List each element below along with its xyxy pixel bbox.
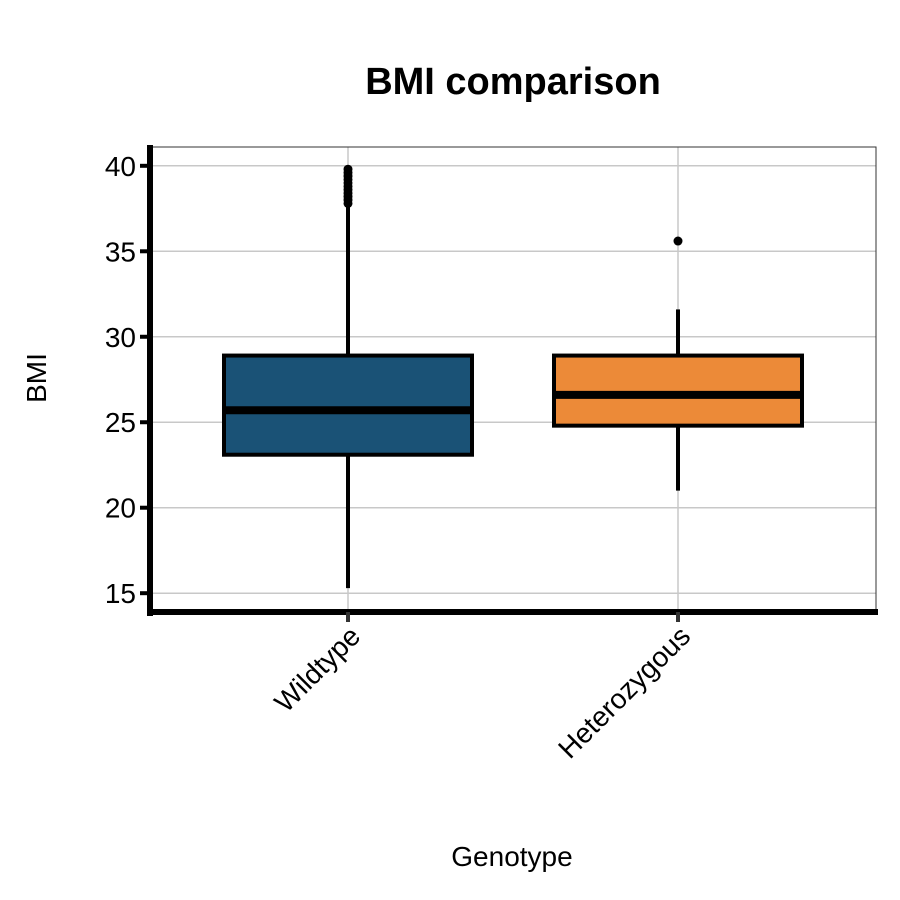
chart-title: BMI comparison <box>365 61 661 103</box>
box-iqr <box>552 353 804 428</box>
outlier-point <box>673 236 683 246</box>
y-tick-label: 25 <box>105 407 136 438</box>
y-tick-label: 20 <box>105 493 136 524</box>
x-axis-title: Genotype <box>451 841 572 872</box>
y-axis-title: BMI <box>21 353 52 403</box>
axis-layer: 15 20 25 30 35 40 Wildtype Heterozygous <box>105 145 878 764</box>
box-group-wildtype <box>222 164 474 589</box>
x-tick-label: Heterozygous <box>552 620 696 764</box>
x-tick-label: Wildtype <box>268 620 366 718</box>
box-group-heterozygous <box>552 236 804 491</box>
y-tick-label: 15 <box>105 578 136 609</box>
box-iqr <box>222 353 474 457</box>
y-tick-label: 35 <box>105 236 136 267</box>
y-tick-label: 40 <box>105 151 136 182</box>
box-layer <box>222 164 804 589</box>
y-tick-label: 30 <box>105 322 136 353</box>
outlier-point <box>343 164 353 174</box>
